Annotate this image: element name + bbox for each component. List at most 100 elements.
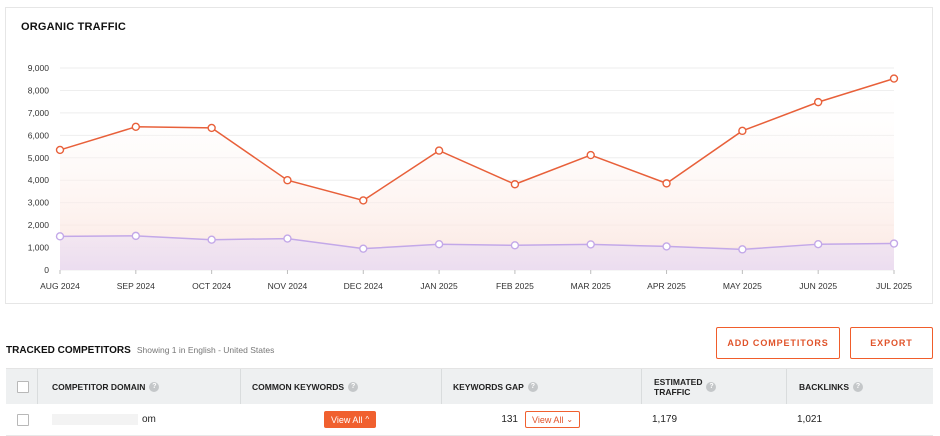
organic-traffic-card: ORGANIC TRAFFIC 0 1,000 2,000 3,000 4,000 5,0… — [5, 7, 933, 304]
column-divider — [240, 369, 241, 404]
y-tick-label: 8,000 — [28, 85, 50, 95]
y-tick-label: 7,000 — [28, 108, 50, 118]
header-backlinks-label: BACKLINKS — [799, 381, 850, 392]
header-keywords-gap[interactable]: KEYWORDS GAP ? — [453, 369, 538, 404]
data-point — [738, 126, 747, 136]
select-all-checkbox[interactable] — [17, 381, 29, 393]
header-estimated-traffic-line1: ESTIMATED — [654, 376, 703, 387]
competitor-domain-text: om — [142, 414, 156, 425]
estimated-traffic-number: 1,179 — [652, 414, 678, 425]
view-all-label: View All — [532, 414, 564, 425]
common-keywords-view-all[interactable]: View All ^ — [324, 404, 377, 435]
x-tick-label: FEB 2025 — [496, 281, 534, 291]
header-keywords-gap-label: KEYWORDS GAP — [453, 381, 524, 392]
data-point — [813, 239, 823, 249]
x-tick-label: JUN 2025 — [799, 281, 837, 291]
data-point — [55, 232, 65, 241]
question-circle-icon[interactable]: ? — [527, 381, 538, 392]
x-tick-label: SEP 2024 — [117, 281, 155, 291]
tracked-competitors-subtitle: Showing 1 in English - United States — [136, 345, 275, 355]
y-tick-label: 5,000 — [28, 153, 50, 163]
y-tick-label: 4,000 — [28, 175, 50, 185]
column-divider — [786, 369, 787, 404]
x-tick-label: NOV 2024 — [268, 281, 308, 291]
x-tick-label: OCT 2024 — [192, 281, 231, 291]
x-tick-label: JAN 2025 — [420, 281, 458, 291]
add-competitors-button[interactable]: ADD COMPETITORS — [716, 327, 840, 359]
chart-title: ORGANIC TRAFFIC — [21, 21, 127, 33]
question-circle-icon[interactable]: ? — [853, 381, 864, 392]
export-button[interactable]: EXPORT — [850, 327, 933, 359]
header-estimated-traffic-label: ESTIMATED TRAFFIC — [654, 377, 702, 397]
header-competitor-domain-label: COMPETITOR DOMAIN — [52, 381, 146, 392]
question-circle-icon[interactable]: ? — [706, 381, 717, 392]
data-point — [207, 123, 216, 133]
competitor-domain-cell[interactable]: om — [52, 404, 156, 435]
data-point — [586, 150, 595, 160]
data-point — [434, 146, 444, 155]
header-common-keywords-label: COMMON KEYWORDS — [252, 381, 345, 392]
x-tick-label: AUG 2024 — [40, 281, 80, 291]
data-point — [283, 176, 292, 185]
header-estimated-traffic[interactable]: ESTIMATED TRAFFIC ? — [654, 369, 717, 404]
column-divider — [441, 369, 442, 404]
y-tick-label: 9,000 — [28, 63, 50, 73]
series-area-1 — [60, 235, 894, 270]
series-line-1 — [59, 235, 895, 251]
data-point — [434, 239, 444, 249]
chevron-up-icon: ^ — [365, 415, 370, 424]
estimated-traffic-value: 1,179 — [652, 404, 677, 435]
data-point — [283, 234, 292, 243]
x-tick-label: DEC 2024 — [344, 281, 383, 291]
chevron-down-icon: ⌄ — [566, 415, 574, 424]
column-divider — [641, 369, 642, 404]
header-common-keywords[interactable]: COMMON KEYWORDS ? — [252, 369, 359, 404]
question-circle-icon[interactable]: ? — [348, 381, 359, 392]
data-point — [662, 242, 671, 251]
keywords-gap-view-all[interactable]: View All ⌄ — [525, 404, 581, 435]
x-tick-label: JUL 2025 — [876, 281, 912, 291]
data-point — [586, 240, 595, 249]
view-all-button-outline[interactable]: View All ⌄ — [525, 411, 581, 428]
data-point — [207, 235, 216, 244]
data-point — [131, 122, 141, 132]
backlinks-number: 1,021 — [797, 414, 823, 425]
competitors-table: COMPETITOR DOMAIN ? COMMON KEYWORDS ? KE… — [6, 368, 933, 436]
table-row[interactable]: om 78 View All ^ 131 View All ⌄ 1,179 1,… — [6, 404, 933, 436]
x-tick-label: MAR 2025 — [571, 281, 611, 291]
tracked-competitors-title: TRACKED COMPETITORS — [6, 345, 131, 356]
header-backlinks[interactable]: BACKLINKS ? — [799, 369, 864, 404]
data-point — [813, 97, 823, 107]
data-point — [510, 241, 520, 250]
data-point — [889, 239, 899, 248]
data-point — [738, 245, 747, 254]
data-point — [510, 180, 520, 189]
series-line-0 — [59, 77, 895, 202]
question-circle-icon[interactable]: ? — [149, 381, 160, 392]
table-header: COMPETITOR DOMAIN ? COMMON KEYWORDS ? KE… — [6, 368, 933, 404]
y-tick-label: 1,000 — [28, 243, 50, 253]
data-point — [359, 244, 368, 253]
data-point — [359, 196, 368, 205]
organic-traffic-chart: 0 1,000 2,000 3,000 4,000 5,000 6,000 7,000 8,00… — [28, 63, 913, 291]
y-tick-label: 0 — [44, 265, 49, 275]
data-point — [662, 179, 671, 188]
x-tick-label: APR 2025 — [647, 281, 686, 291]
data-point — [55, 145, 65, 155]
tracked-competitors-heading: TRACKED COMPETITORS Showing 1 in English … — [6, 345, 274, 356]
keywords-gap-number: 131 — [501, 414, 518, 425]
x-tick-label: MAY 2025 — [723, 281, 762, 291]
redacted-domain — [52, 414, 138, 425]
keywords-gap-value: 131 — [453, 404, 518, 435]
y-tick-label: 2,000 — [28, 220, 50, 230]
y-tick-label: 6,000 — [28, 130, 50, 140]
header-competitor-domain[interactable]: COMPETITOR DOMAIN ? — [52, 369, 160, 404]
data-point — [889, 74, 899, 83]
series-area-0 — [60, 78, 894, 270]
header-estimated-traffic-line2: TRAFFIC — [654, 386, 691, 397]
view-all-button-filled[interactable]: View All ^ — [324, 411, 377, 428]
row-checkbox[interactable] — [17, 414, 29, 426]
view-all-label: View All — [331, 414, 363, 425]
backlinks-value: 1,021 — [797, 404, 822, 435]
data-point — [131, 231, 141, 241]
